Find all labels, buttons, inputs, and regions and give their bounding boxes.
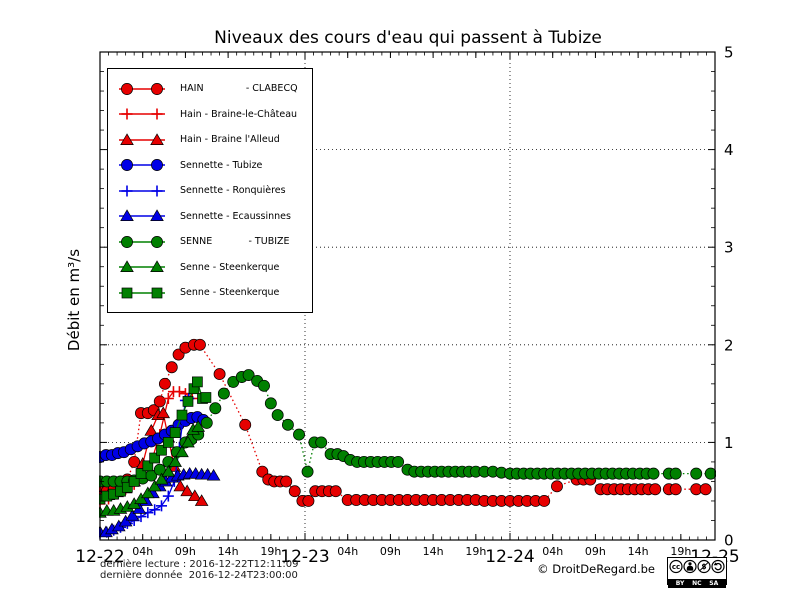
legend-marker-circle [119, 235, 165, 248]
svg-text:cc: cc [672, 563, 680, 571]
last-reading-text: dernière lecture : 2016-12-22T12:11:09 [100, 559, 299, 570]
legend-item: HAIN - CLABECQ [116, 76, 312, 102]
x-tick-label-hour: 14h [218, 545, 239, 558]
legend-item: SENNE - TUBIZE [116, 229, 312, 255]
x-tick-label-hour: 19h [260, 545, 281, 558]
series-6-circle [99, 369, 716, 488]
y-tick-label: 4 [724, 141, 734, 159]
x-tick-label-hour: 19h [465, 545, 486, 558]
cc-sa-label: SA [709, 579, 719, 587]
chart-title: Niveaux des cours d'eau qui passent à Tu… [214, 28, 602, 48]
cc-nc-icon: $ [697, 559, 711, 574]
cc-logo-icon: cc [669, 559, 683, 574]
legend-item: Senne - Steenkerque [116, 280, 312, 306]
series-5-triangle [99, 466, 221, 538]
legend-label: Hain - Braine l'Alleud [180, 134, 280, 146]
x-tick-label-hour: 04h [132, 545, 153, 558]
x-tick-label-hour: 19h [670, 545, 691, 558]
x-tick-label-hour: 14h [628, 545, 649, 558]
cc-by-icon [683, 559, 697, 574]
legend-item: Hain - Braine l'Alleud [116, 127, 312, 153]
legend-label: SENNE - TUBIZE [180, 236, 290, 248]
y-tick-label: 1 [724, 434, 734, 452]
series-8-square [99, 376, 212, 505]
x-tick-label-day: 12-23 [280, 547, 329, 567]
cc-license-terms: BY NC SA [668, 579, 726, 588]
legend: HAIN - CLABECQ Hain - Braine-le-Château Ha… [107, 68, 313, 313]
legend-item: Sennette - Tubize [116, 153, 312, 179]
plot-border [99, 51, 716, 541]
legend-marker-circle [119, 159, 165, 172]
x-tick-label-hour: 04h [542, 545, 563, 558]
legend-marker-plus [119, 185, 165, 197]
cc-license-badge: cc $ BY NC SA [667, 557, 727, 588]
x-tick-label-hour: 04h [337, 545, 358, 558]
x-tick-label-day: 12-24 [485, 547, 534, 567]
legend-item: Hain - Braine-le-Château [116, 102, 312, 128]
x-tick-label-hour: 09h [175, 545, 196, 558]
legend-marker-triangle [119, 260, 165, 273]
legend-label: Sennette - Ronquières [180, 185, 286, 197]
cc-by-label: BY [675, 579, 685, 587]
legend-label: Hain - Braine-le-Château [180, 108, 298, 120]
last-data-text: dernière donnée 2016-12-24T23:00:00 [100, 570, 298, 581]
copyright-text: © DroitDeRegard.be [537, 562, 655, 576]
legend-marker-triangle [119, 133, 165, 145]
legend-label: Senne - Steenkerque [180, 261, 280, 273]
legend-item: Sennette - Ecaussinnes [116, 204, 312, 230]
legend-item: Sennette - Ronquières [116, 178, 312, 204]
x-tick-label-day: 12-22 [75, 547, 124, 567]
legend-marker-triangle [119, 209, 165, 222]
y-tick-label: 5 [724, 44, 734, 62]
legend-label: Sennette - Tubize [180, 159, 263, 171]
legend-label: Sennette - Ecaussinnes [180, 210, 291, 222]
legend-marker-circle [119, 82, 165, 95]
y-tick-label: 0 [724, 532, 734, 550]
x-tick-label-hour: 09h [585, 545, 606, 558]
legend-marker-plus [119, 108, 165, 120]
x-tick-label-hour: 14h [423, 545, 444, 558]
cc-nc-label: NC [692, 579, 702, 587]
series-layer [99, 338, 716, 539]
series-7-triangle [99, 420, 206, 518]
legend-marker-square [119, 287, 165, 299]
legend-label: HAIN - CLABECQ [180, 83, 298, 95]
cc-license-icons: cc $ [669, 559, 725, 574]
legend-item: Senne - Steenkerque [116, 255, 312, 281]
legend-label: Senne - Steenkerque [180, 287, 280, 299]
cc-sa-icon [711, 559, 725, 574]
x-tick-label-hour: 09h [380, 545, 401, 558]
y-axis-label: Débit en m³/s [65, 248, 83, 352]
y-tick-label: 2 [724, 336, 734, 354]
y-tick-label: 3 [724, 239, 734, 257]
